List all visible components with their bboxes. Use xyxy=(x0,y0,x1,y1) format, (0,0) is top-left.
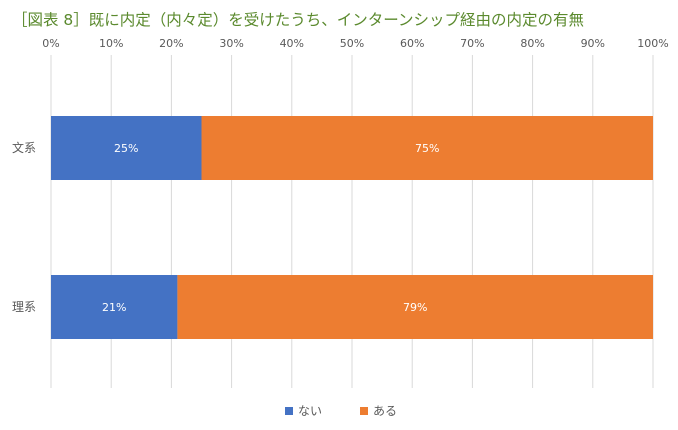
data-label: 25% xyxy=(114,142,138,155)
x-tick-label: 70% xyxy=(460,37,484,50)
category-label: 文系 xyxy=(12,140,36,155)
x-axis-ticks: 0% 10% 20% 30% 40% 50% 60% 70% 80% 90% 100% xyxy=(42,37,668,50)
bar-segment xyxy=(177,275,654,339)
data-label: 21% xyxy=(102,301,126,314)
x-tick-label: 0% xyxy=(42,37,59,50)
legend: ない ある xyxy=(285,404,397,418)
legend-label: ない xyxy=(298,404,322,418)
data-label: 75% xyxy=(415,142,439,155)
data-label: 79% xyxy=(403,301,427,314)
x-tick-label: 10% xyxy=(99,37,123,50)
legend-label: ある xyxy=(373,404,397,418)
x-tick-label: 20% xyxy=(159,37,183,50)
x-tick-label: 80% xyxy=(520,37,544,50)
data-labels: 25% 75% 21% 79% xyxy=(102,142,439,314)
x-tick-label: 40% xyxy=(280,37,304,50)
chart-title: ［図表 8］既に内定（内々定）を受けたうち、インターンシップ経由の内定の有無 xyxy=(12,11,585,29)
x-tick-label: 60% xyxy=(400,37,424,50)
legend-swatch xyxy=(360,407,368,415)
x-tick-label: 30% xyxy=(219,37,243,50)
bars xyxy=(51,116,654,339)
x-tick-label: 90% xyxy=(581,37,605,50)
bar-segment xyxy=(51,116,202,180)
bar-segment xyxy=(201,116,653,180)
legend-swatch xyxy=(285,407,293,415)
category-label: 理系 xyxy=(12,300,36,314)
bar-segment xyxy=(51,275,178,339)
x-tick-label: 50% xyxy=(340,37,364,50)
x-tick-label: 100% xyxy=(637,37,668,50)
